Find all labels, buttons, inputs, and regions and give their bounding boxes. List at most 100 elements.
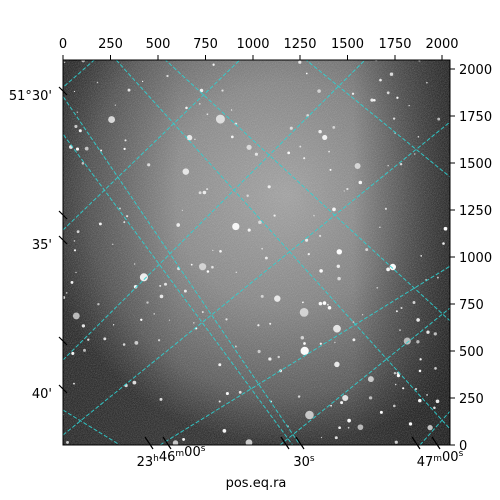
star [386,91,390,95]
star [408,422,413,426]
star [318,301,323,306]
star [327,306,332,310]
right-tick-label: 1000 [459,251,492,266]
grid-line [63,60,241,231]
star [334,361,340,368]
star [100,149,103,152]
star [403,337,411,345]
star [299,145,302,148]
star [261,248,263,250]
grid-line [63,95,301,445]
star [140,318,143,321]
star [408,105,410,107]
grid-line [63,133,294,445]
dec-tick-label: 35' [32,238,52,253]
star [313,215,315,217]
right-tick-label: 0 [459,439,467,454]
star [365,248,369,252]
star [392,404,396,408]
dec-tick-label: 40' [32,387,52,402]
star [436,276,439,279]
right-tick-label: 1500 [459,157,492,172]
star [268,357,272,361]
star [119,207,121,210]
star [337,276,341,281]
star [139,273,148,282]
star [147,163,151,167]
star [332,125,336,129]
star [75,271,77,273]
star [73,240,76,242]
star [225,318,228,321]
star [414,387,418,391]
star [379,226,381,228]
star [389,263,396,271]
star [181,209,184,211]
star [277,355,280,359]
star [257,349,261,354]
ra-tick-mark [162,436,172,450]
star [246,144,252,150]
ra-tick-label: 23h46m00s [137,444,206,470]
star [76,230,80,234]
star [63,295,66,300]
star [202,190,207,195]
dec-tick-mark [58,336,68,346]
star [386,267,390,272]
star [159,284,162,287]
star [218,400,221,403]
star [245,439,253,445]
star [298,60,302,64]
star [182,437,186,441]
star [193,322,195,324]
star [211,265,214,269]
star [300,336,305,340]
star [305,410,314,420]
star [416,340,420,344]
grid-line [63,60,96,89]
star [358,180,363,185]
star [238,390,242,394]
star [186,134,193,141]
star [246,194,249,198]
top-tick-label: 0 [59,37,67,52]
star [134,341,139,345]
star [190,263,193,266]
star [235,271,238,274]
star [342,394,349,402]
star [247,228,251,232]
grid-line [159,265,450,445]
star [212,249,214,252]
x-axis-title: pos.eq.ra [226,476,287,491]
star [320,436,323,439]
top-tick-label: 1750 [378,37,411,52]
star [338,426,341,430]
ra-tick-mark [280,436,290,450]
star [347,418,351,423]
star [433,332,437,336]
star [159,397,163,401]
star [396,374,400,378]
star [78,129,82,133]
star [303,157,306,160]
star [198,191,202,195]
star [225,391,229,396]
star [336,264,341,269]
grid-line [305,60,450,178]
star [206,188,209,191]
star [221,89,224,92]
star [81,324,86,328]
star [319,342,322,345]
star [66,440,69,444]
star [176,223,181,227]
right-ascension-axis: 23h46m00s 30s 47m00s [137,436,464,470]
star [419,358,422,361]
star [347,426,350,429]
star [416,318,420,322]
dec-tick-label: 51°30' [9,89,52,104]
star [182,168,190,175]
star [159,294,164,299]
grid-line [164,60,450,322]
star [373,99,376,102]
